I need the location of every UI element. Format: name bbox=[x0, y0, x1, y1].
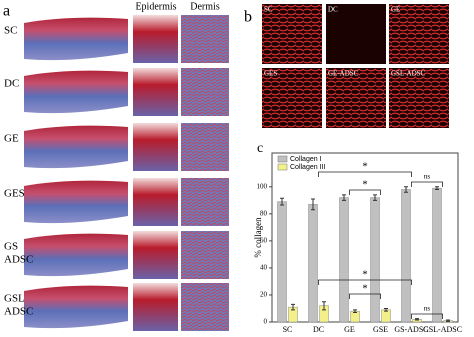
fluorescence-image bbox=[326, 4, 386, 64]
image-label: SC bbox=[264, 6, 273, 14]
error-bar bbox=[384, 307, 388, 312]
tissue-image bbox=[24, 70, 128, 114]
row-label: GSL bbox=[4, 293, 25, 305]
image-label: GE bbox=[391, 6, 400, 14]
x-tick-label: GE bbox=[344, 325, 355, 334]
error-bar bbox=[291, 303, 295, 311]
epidermis-image bbox=[133, 178, 178, 226]
column-header: Epidermis bbox=[135, 1, 176, 12]
panel-label: c bbox=[257, 141, 263, 156]
error-bar bbox=[446, 319, 450, 322]
tissue-image bbox=[24, 125, 128, 169]
legend-swatch bbox=[277, 163, 288, 171]
significance-label: ns bbox=[424, 173, 431, 181]
x-tick-label: DC bbox=[313, 325, 324, 334]
error-bar bbox=[280, 197, 284, 206]
dermis-image bbox=[181, 231, 229, 279]
bar bbox=[432, 187, 442, 323]
epidermis-image bbox=[133, 231, 178, 279]
epidermis-image bbox=[133, 123, 178, 171]
y-tick-label: 100 bbox=[257, 182, 268, 190]
fluorescence-image bbox=[389, 68, 449, 128]
error-bar bbox=[404, 186, 408, 193]
error-bar bbox=[373, 194, 377, 201]
error-bar bbox=[415, 318, 419, 321]
panel-label: b bbox=[244, 9, 252, 26]
significance-bracket bbox=[349, 189, 381, 195]
row-label: ADSC bbox=[4, 254, 33, 266]
dermis-image bbox=[181, 178, 229, 226]
significance-label: * bbox=[362, 283, 368, 295]
dermis-image bbox=[181, 15, 229, 63]
x-tick-label: GSL-ADSC bbox=[423, 325, 462, 334]
column-header: Dermis bbox=[190, 1, 220, 12]
plot-frame bbox=[271, 152, 459, 323]
image-label: GES bbox=[264, 70, 277, 78]
error-bar bbox=[342, 194, 346, 201]
significance-label: * bbox=[362, 269, 368, 281]
significance-label: * bbox=[362, 179, 368, 191]
error-bar bbox=[353, 309, 357, 314]
significance-label: * bbox=[362, 161, 368, 173]
tissue-image bbox=[24, 180, 128, 224]
significance-bracket bbox=[318, 171, 412, 177]
significance-label: ns bbox=[424, 305, 431, 313]
bar bbox=[370, 197, 380, 323]
error-bar bbox=[435, 186, 439, 191]
y-tick-label: 40 bbox=[260, 264, 268, 272]
bar bbox=[339, 197, 349, 323]
error-bar bbox=[322, 301, 326, 311]
image-label: GSL-ADSC bbox=[391, 70, 426, 78]
fluorescence-image bbox=[389, 4, 449, 64]
x-tick-label: GSE bbox=[373, 325, 388, 334]
dermis-image bbox=[181, 283, 229, 331]
row-label: GES bbox=[4, 188, 25, 200]
image-label: GE-ADSC bbox=[328, 70, 359, 78]
y-tick-label: 80 bbox=[260, 209, 268, 217]
row-label: ADSC bbox=[4, 306, 33, 318]
tissue-image bbox=[24, 285, 128, 329]
y-axis-label: % collagen bbox=[253, 217, 263, 258]
fluorescence-image bbox=[326, 68, 386, 128]
dermis-image bbox=[181, 68, 229, 116]
row-label: SC bbox=[4, 25, 17, 37]
legend-label: Collagen III bbox=[290, 164, 325, 171]
image-label: DC bbox=[328, 6, 338, 14]
tissue-image bbox=[24, 233, 128, 277]
row-label: DC bbox=[4, 78, 19, 90]
epidermis-image bbox=[133, 15, 178, 63]
tissue-image bbox=[24, 17, 128, 61]
dermis-image bbox=[181, 123, 229, 171]
x-tick-label: GS-ADSC bbox=[394, 325, 428, 334]
epidermis-image bbox=[133, 68, 178, 116]
bar bbox=[277, 201, 287, 323]
legend-label: Collagen I bbox=[290, 156, 322, 163]
bar bbox=[308, 204, 318, 323]
panel-label: a bbox=[3, 3, 10, 20]
fluorescence-image bbox=[262, 4, 322, 64]
significance-bracket bbox=[349, 293, 381, 299]
y-tick-label: 0 bbox=[264, 318, 268, 326]
significance-bracket bbox=[411, 313, 443, 319]
y-tick-label: 20 bbox=[260, 291, 268, 299]
fluorescence-image bbox=[262, 68, 322, 128]
significance-bracket bbox=[411, 181, 443, 187]
legend-swatch bbox=[277, 155, 288, 163]
x-tick-label: SC bbox=[283, 325, 293, 334]
y-tick-label: 60 bbox=[260, 236, 268, 244]
row-label: GS bbox=[4, 241, 18, 253]
row-label: GE bbox=[4, 133, 19, 145]
bar bbox=[401, 189, 411, 323]
error-bar bbox=[311, 198, 315, 211]
significance-bracket bbox=[318, 279, 412, 285]
epidermis-image bbox=[133, 283, 178, 331]
